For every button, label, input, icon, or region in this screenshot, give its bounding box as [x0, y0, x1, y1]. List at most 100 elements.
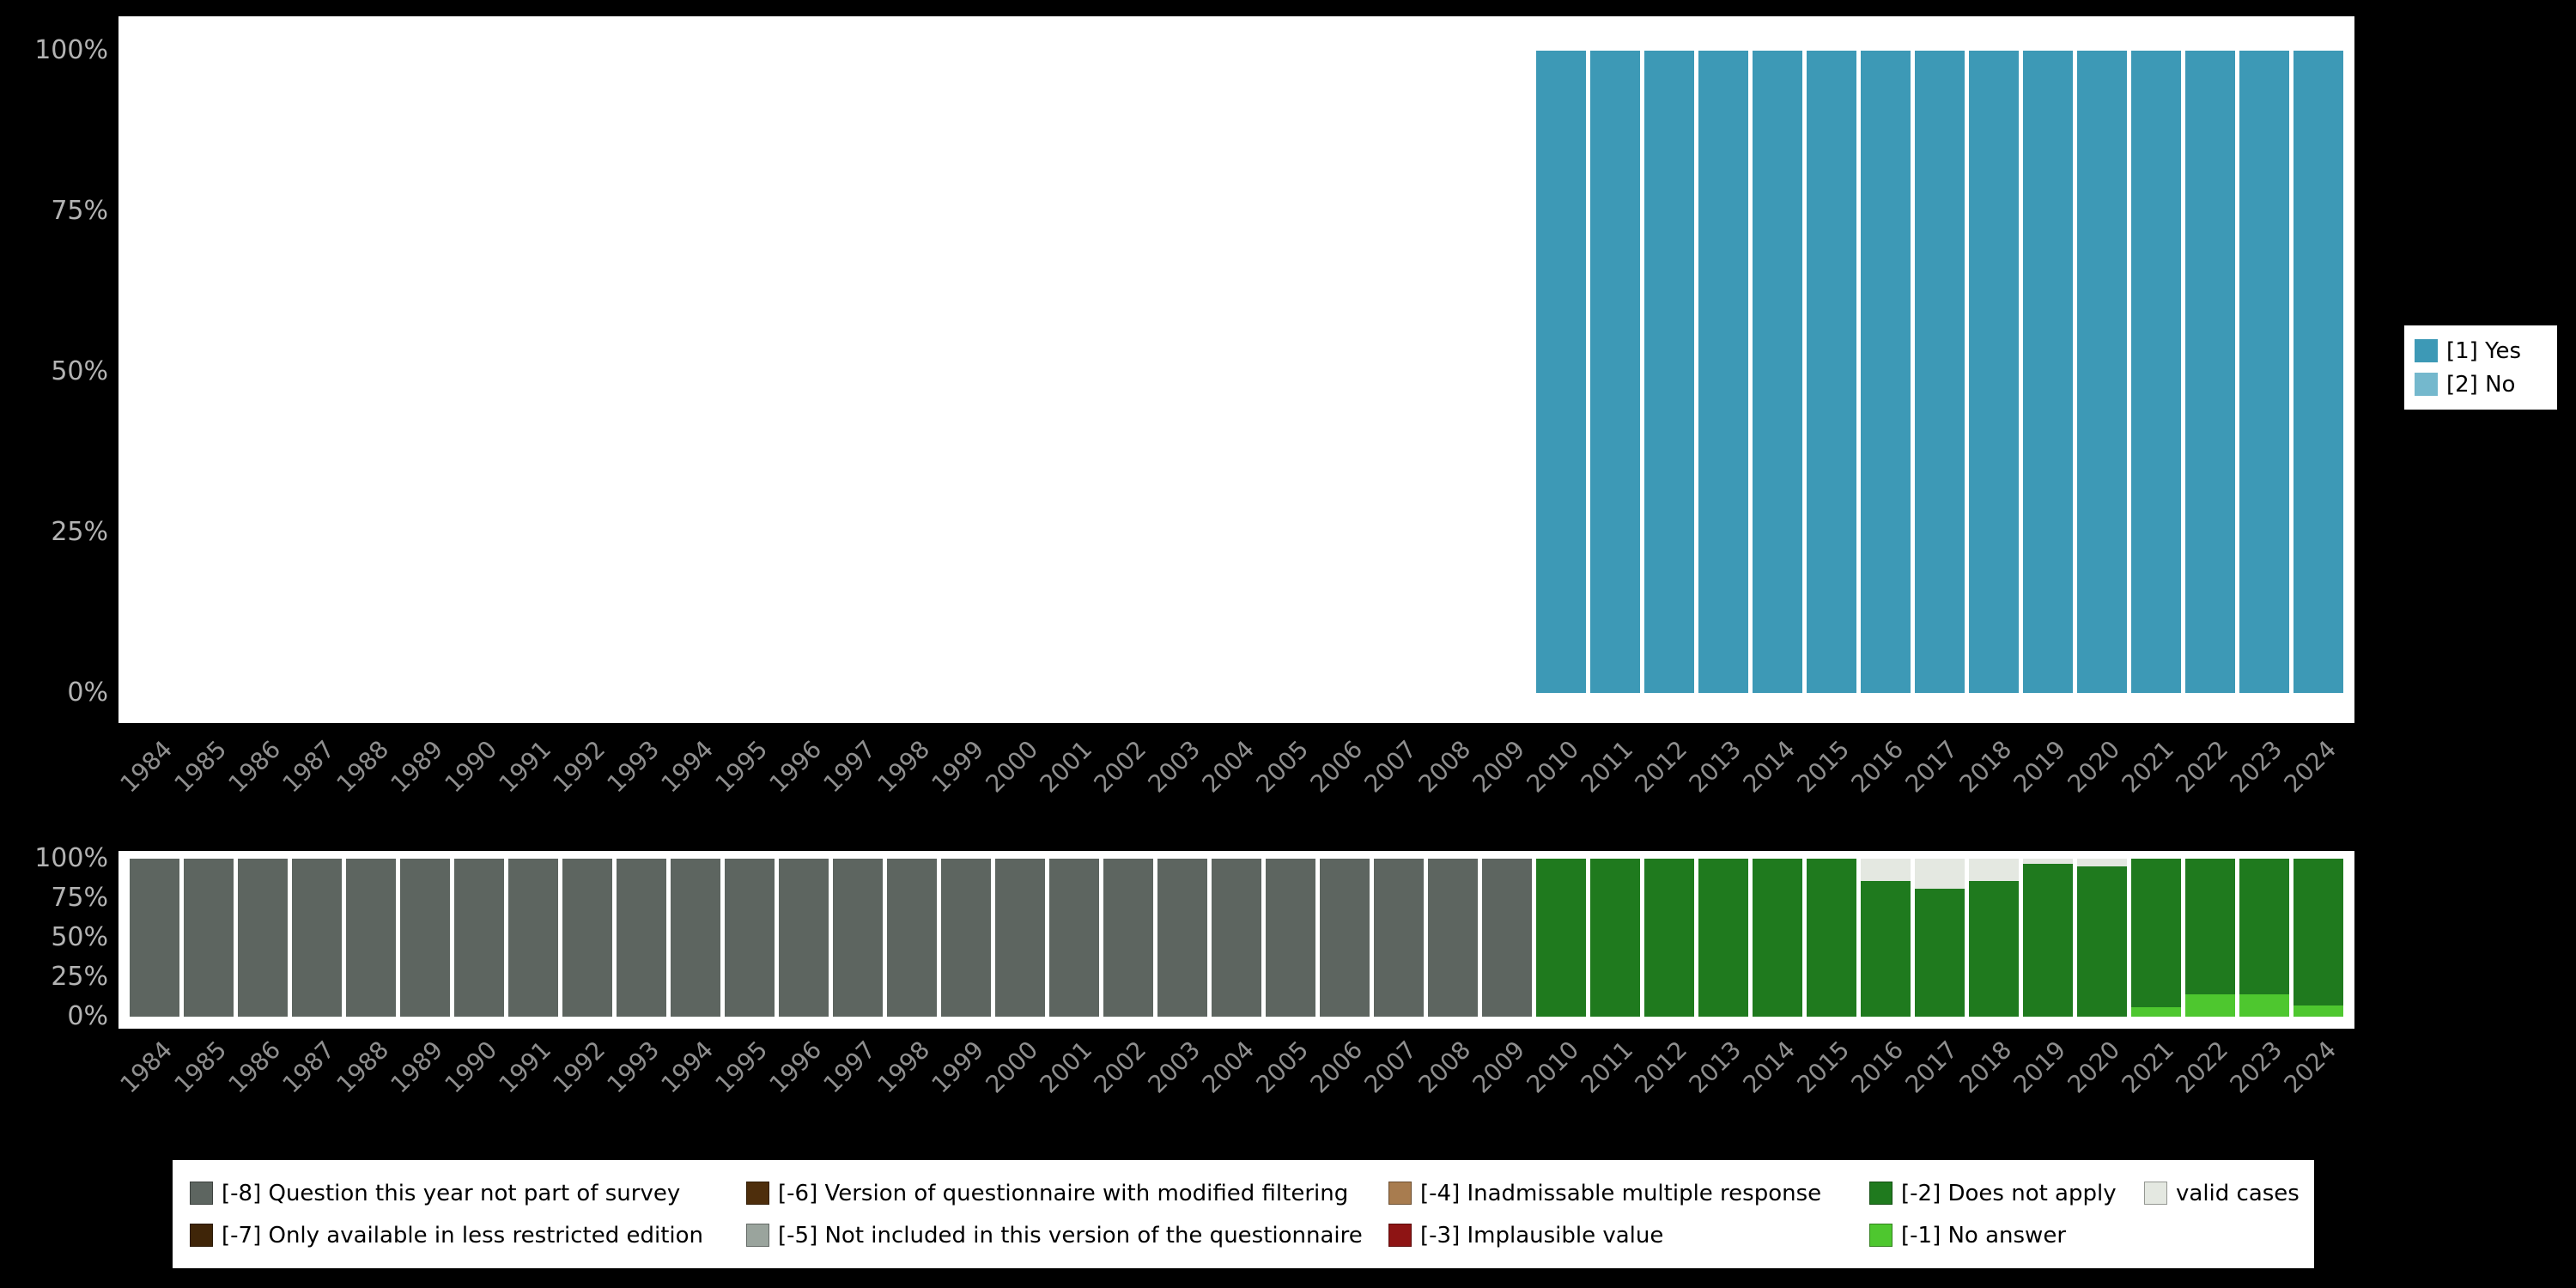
- bar-2001: [1048, 859, 1099, 1017]
- bar-1996: [778, 859, 829, 1017]
- legend-item: [-3] Implausible value: [1388, 1223, 1869, 1249]
- y-tick-label: 25%: [51, 962, 108, 992]
- bar-2007: [1374, 859, 1425, 1017]
- bar-segment: [778, 859, 829, 1017]
- bar-segment: [1482, 859, 1533, 1017]
- bar-segment: [940, 859, 991, 1017]
- bar-1987: [292, 51, 342, 693]
- bar-segment: [670, 859, 720, 1017]
- bar-1993: [617, 51, 666, 693]
- y-tick-label: 50%: [51, 922, 108, 952]
- bar-segment: [507, 859, 558, 1017]
- bar-2005: [1266, 51, 1315, 693]
- bar-segment: [2293, 51, 2344, 693]
- bar-2013: [1698, 51, 1749, 693]
- legend-item: [-2] Does not apply: [1869, 1181, 2144, 1206]
- bar-2019: [2023, 51, 2074, 693]
- bar-1991: [508, 51, 558, 693]
- bar-2024: [2293, 859, 2344, 1017]
- bar-2000: [994, 859, 1045, 1017]
- legend-label: [-1] No answer: [1901, 1222, 2067, 1249]
- bar-2014: [1753, 859, 1803, 1017]
- bar-2018: [1969, 51, 2020, 693]
- bar-2007: [1374, 51, 1424, 693]
- bar-segment: [2131, 1006, 2182, 1017]
- bar-segment: [129, 859, 179, 1017]
- bar-2021: [2131, 859, 2182, 1017]
- bar-segment: [2131, 859, 2182, 1007]
- bar-1988: [345, 859, 396, 1017]
- legend-swatch: [1388, 1182, 1412, 1205]
- bar-2005: [1266, 859, 1316, 1017]
- bar-2017: [1915, 51, 1965, 693]
- bar-segment: [2023, 859, 2074, 864]
- bar-1999: [941, 51, 991, 693]
- bar-1997: [832, 859, 883, 1017]
- legend-label: [-2] Does not apply: [1901, 1180, 2117, 1206]
- bar-1990: [453, 859, 504, 1017]
- bar-1990: [454, 51, 504, 693]
- bar-2022: [2185, 51, 2236, 693]
- bar-2020: [2077, 859, 2128, 1017]
- bar-2012: [1644, 51, 1695, 693]
- bar-segment: [2185, 994, 2236, 1017]
- bar-1984: [130, 51, 179, 693]
- bar-segment: [1211, 859, 1261, 1017]
- bar-2011: [1590, 51, 1641, 693]
- bar-2023: [2239, 51, 2290, 693]
- bar-2002: [1103, 51, 1153, 693]
- legend-swatch: [190, 1224, 213, 1247]
- bar-segment: [1969, 859, 2020, 881]
- bar-segment: [1915, 859, 1965, 889]
- bar-segment: [562, 859, 612, 1017]
- bar-segment: [1157, 859, 1207, 1017]
- y-tick-label: 100%: [34, 35, 108, 65]
- bar-segment: [453, 859, 504, 1017]
- bar-2015: [1807, 859, 1857, 1017]
- legend-swatch: [2144, 1182, 2167, 1205]
- legend-item: [2] No: [2415, 372, 2547, 398]
- bar-2008: [1428, 859, 1479, 1017]
- legend-label: [-8] Question this year not part of surv…: [222, 1180, 681, 1206]
- legend-label: [-5] Not included in this version of the…: [778, 1222, 1363, 1249]
- bar-segment: [1861, 51, 1911, 693]
- bar-segment: [724, 859, 775, 1017]
- bar-2024: [2293, 51, 2344, 693]
- bar-segment: [1266, 859, 1316, 1017]
- bar-segment: [1969, 880, 2020, 1017]
- bar-segment: [2077, 859, 2128, 867]
- bar-segment: [1969, 51, 2020, 693]
- bar-2000: [995, 51, 1045, 693]
- legend-item: [-4] Inadmissable multiple response: [1388, 1181, 1869, 1206]
- bar-segment: [2023, 863, 2074, 1017]
- bar-2004: [1212, 51, 1261, 693]
- bar-segment: [345, 859, 396, 1017]
- bar-segment: [1807, 859, 1857, 1017]
- bar-segment: [1644, 51, 1695, 693]
- bar-2021: [2131, 51, 2182, 693]
- bar-1999: [940, 859, 991, 1017]
- legend-item: [-1] No answer: [1869, 1223, 2144, 1249]
- bar-segment: [291, 859, 342, 1017]
- bar-2003: [1157, 51, 1207, 693]
- y-tick-label: 25%: [51, 517, 108, 547]
- legend-label: [-7] Only available in less restricted e…: [222, 1222, 704, 1249]
- y-tick-label: 0%: [67, 1001, 108, 1031]
- bar-1995: [724, 859, 775, 1017]
- bar-segment: [1807, 51, 1857, 693]
- bar-2023: [2239, 859, 2290, 1017]
- bar-2019: [2023, 859, 2074, 1017]
- bar-segment: [1698, 859, 1749, 1017]
- bar-1986: [237, 859, 288, 1017]
- y-tick-label: 75%: [51, 196, 108, 226]
- bar-2001: [1049, 51, 1099, 693]
- bar-segment: [832, 859, 883, 1017]
- bar-2022: [2185, 859, 2236, 1017]
- legend-label: [2] No: [2446, 371, 2516, 398]
- bar-2006: [1320, 51, 1370, 693]
- bar-1992: [562, 859, 612, 1017]
- legend-swatch: [190, 1182, 213, 1205]
- legend-swatch: [1869, 1224, 1893, 1247]
- y-tick-label: 50%: [51, 356, 108, 386]
